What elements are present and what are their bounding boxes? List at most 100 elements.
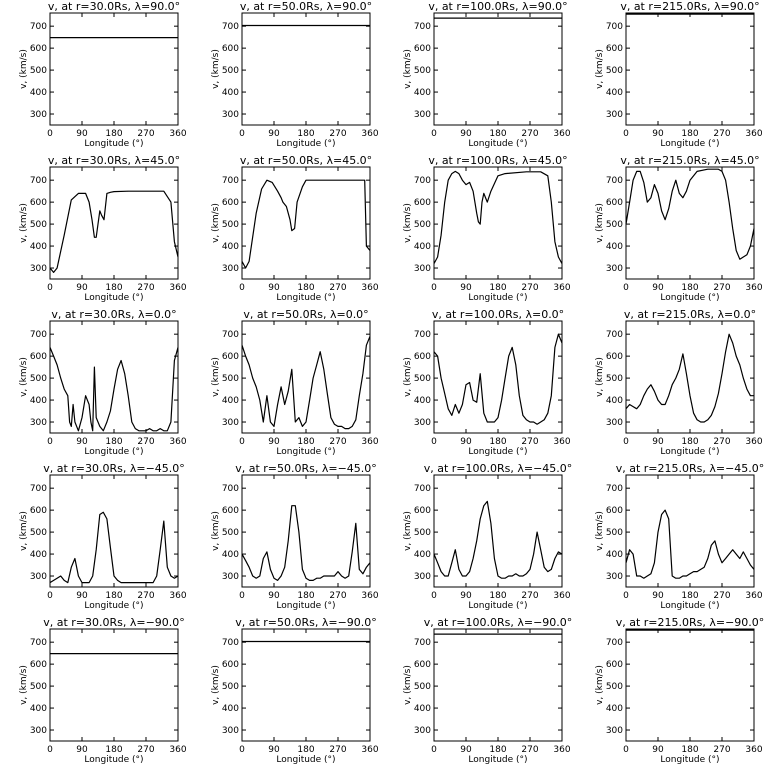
y-axis-label: v, (km/s) bbox=[403, 511, 413, 551]
x-tick-label: 270 bbox=[713, 437, 730, 447]
panel-title: v, at r=100.0Rs, λ=−45.0° bbox=[424, 462, 573, 475]
series-line bbox=[241, 336, 371, 430]
x-tick-label: 180 bbox=[297, 283, 314, 293]
y-tick-label: 400 bbox=[606, 550, 623, 560]
x-tick-label: 180 bbox=[105, 283, 122, 293]
x-axis-label: Longitude (°) bbox=[84, 139, 143, 149]
x-tick-label: 360 bbox=[745, 283, 762, 293]
panel-title: v, at r=30.0Rs, λ=−45.0° bbox=[43, 462, 185, 475]
y-tick-label: 300 bbox=[222, 726, 239, 736]
y-tick-label: 600 bbox=[30, 198, 47, 208]
y-tick-label: 300 bbox=[30, 110, 47, 120]
x-tick-label: 180 bbox=[105, 745, 122, 755]
y-tick-label: 500 bbox=[606, 220, 623, 230]
x-axis-label: Longitude (°) bbox=[660, 601, 719, 611]
y-tick-label: 700 bbox=[606, 484, 623, 494]
x-tick-label: 180 bbox=[681, 437, 698, 447]
y-axis-label: v, (km/s) bbox=[403, 49, 413, 89]
x-tick-label: 360 bbox=[361, 437, 378, 447]
y-axis-label: v, (km/s) bbox=[403, 665, 413, 705]
x-tick-label: 180 bbox=[297, 437, 314, 447]
panel-title: v, at r=30.0Rs, λ=90.0° bbox=[48, 0, 180, 13]
y-tick-label: 300 bbox=[222, 110, 239, 120]
x-tick-label: 270 bbox=[521, 591, 538, 601]
y-tick-label: 700 bbox=[606, 22, 623, 32]
x-tick-label: 360 bbox=[169, 591, 186, 601]
y-tick-label: 600 bbox=[30, 352, 47, 362]
y-tick-label: 600 bbox=[222, 352, 239, 362]
y-tick-label: 300 bbox=[606, 572, 623, 582]
y-tick-label: 300 bbox=[606, 264, 623, 274]
x-tick-label: 360 bbox=[169, 437, 186, 447]
x-tick-label: 180 bbox=[105, 129, 122, 139]
y-tick-label: 500 bbox=[30, 528, 47, 538]
x-tick-label: 0 bbox=[623, 745, 629, 755]
plot-frame bbox=[49, 166, 179, 280]
x-tick-label: 90 bbox=[268, 129, 280, 139]
x-tick-label: 0 bbox=[623, 591, 629, 601]
series-line bbox=[241, 505, 371, 582]
y-tick-label: 500 bbox=[414, 682, 431, 692]
y-tick-label: 300 bbox=[30, 418, 47, 428]
x-tick-label: 90 bbox=[652, 129, 664, 139]
y-tick-label: 700 bbox=[414, 638, 431, 648]
y-tick-label: 400 bbox=[414, 242, 431, 252]
x-tick-label: 270 bbox=[329, 283, 346, 293]
panel-title: v, at r=50.0Rs, λ=−90.0° bbox=[235, 616, 377, 629]
y-tick-label: 400 bbox=[30, 396, 47, 406]
x-tick-label: 180 bbox=[489, 591, 506, 601]
x-tick-label: 0 bbox=[431, 591, 437, 601]
y-tick-label: 400 bbox=[30, 704, 47, 714]
panel-title: v, at r=215.0Rs, λ=−45.0° bbox=[616, 462, 765, 475]
y-tick-label: 500 bbox=[414, 374, 431, 384]
y-tick-label: 700 bbox=[30, 484, 47, 494]
series-line bbox=[49, 190, 179, 273]
x-tick-label: 90 bbox=[268, 591, 280, 601]
x-tick-label: 360 bbox=[361, 745, 378, 755]
x-axis-label: Longitude (°) bbox=[660, 139, 719, 149]
x-tick-label: 360 bbox=[553, 437, 570, 447]
y-axis-label: v, (km/s) bbox=[403, 203, 413, 243]
y-axis-label: v, (km/s) bbox=[403, 357, 413, 397]
y-axis-label: v, (km/s) bbox=[211, 665, 221, 705]
x-tick-label: 90 bbox=[76, 283, 88, 293]
y-tick-label: 700 bbox=[222, 484, 239, 494]
y-tick-label: 700 bbox=[606, 638, 623, 648]
y-tick-label: 300 bbox=[222, 418, 239, 428]
x-tick-label: 180 bbox=[489, 745, 506, 755]
x-tick-label: 180 bbox=[681, 283, 698, 293]
panel-16: v, at r=215.0Rs, λ=−45.0° 0 90 180 270 360 300… bbox=[595, 462, 764, 611]
y-tick-label: 500 bbox=[30, 66, 47, 76]
x-tick-label: 180 bbox=[489, 129, 506, 139]
panel-title: v, at r=215.0Rs, λ=90.0° bbox=[620, 0, 759, 13]
panel-title: v, at r=50.0Rs, λ=0.0° bbox=[243, 308, 368, 321]
x-axis-label: Longitude (°) bbox=[468, 755, 527, 765]
x-tick-label: 0 bbox=[431, 283, 437, 293]
x-tick-label: 270 bbox=[329, 129, 346, 139]
y-tick-label: 500 bbox=[222, 220, 239, 230]
x-tick-label: 0 bbox=[431, 745, 437, 755]
x-tick-label: 90 bbox=[268, 283, 280, 293]
plot-frame bbox=[49, 12, 179, 126]
x-tick-label: 360 bbox=[745, 745, 762, 755]
series-line bbox=[625, 509, 755, 579]
x-tick-label: 180 bbox=[681, 591, 698, 601]
y-tick-label: 500 bbox=[414, 528, 431, 538]
x-axis-label: Longitude (°) bbox=[276, 601, 335, 611]
y-tick-label: 300 bbox=[30, 572, 47, 582]
x-tick-label: 90 bbox=[76, 591, 88, 601]
panel-12: v, at r=215.0Rs, λ=0.0° 0 90 180 270 360 300 40… bbox=[595, 308, 763, 457]
panel-2: v, at r=50.0Rs, λ=90.0° 0 90 180 270 360 300 40… bbox=[211, 0, 379, 149]
x-tick-label: 360 bbox=[169, 129, 186, 139]
x-axis-label: Longitude (°) bbox=[84, 447, 143, 457]
panel-title: v, at r=100.0Rs, λ=−90.0° bbox=[424, 616, 573, 629]
y-tick-label: 400 bbox=[606, 396, 623, 406]
y-tick-label: 600 bbox=[606, 506, 623, 516]
x-axis-label: Longitude (°) bbox=[660, 447, 719, 457]
x-tick-label: 180 bbox=[489, 437, 506, 447]
y-tick-label: 700 bbox=[414, 22, 431, 32]
y-tick-label: 500 bbox=[30, 220, 47, 230]
y-tick-label: 600 bbox=[606, 44, 623, 54]
x-axis-label: Longitude (°) bbox=[660, 293, 719, 303]
series-line bbox=[433, 500, 563, 579]
